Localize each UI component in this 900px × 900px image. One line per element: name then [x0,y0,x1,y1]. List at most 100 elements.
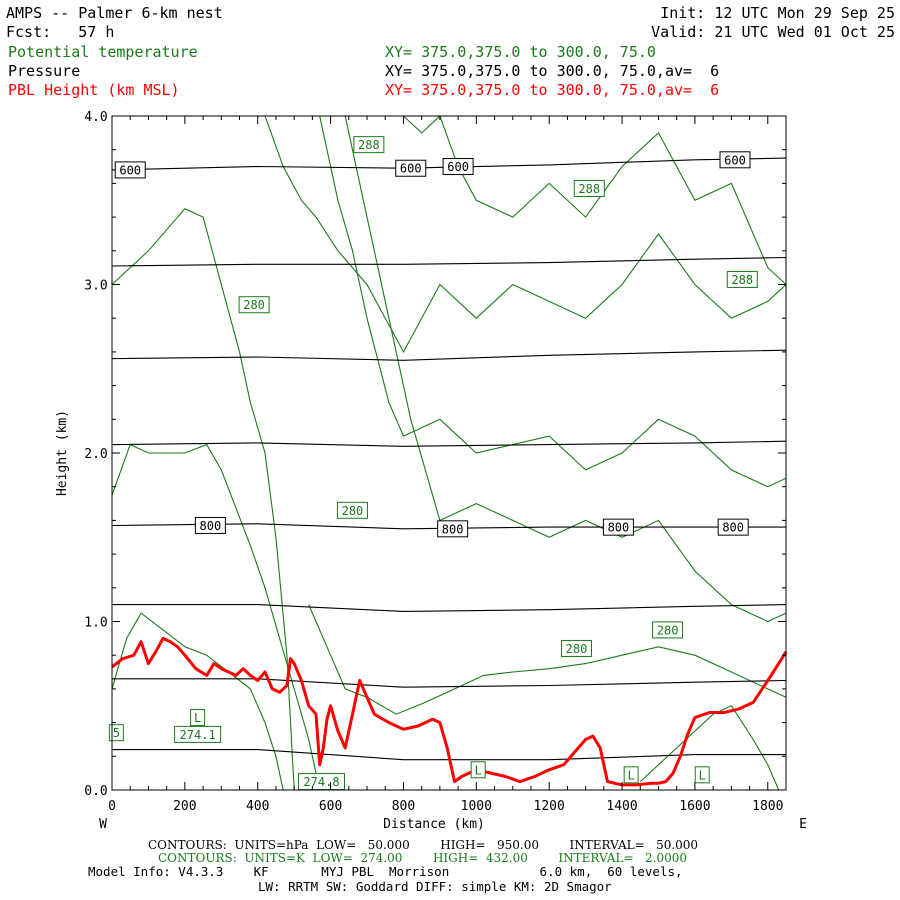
x-tick-label: 0 [108,799,116,814]
theta-label-box [174,725,222,743]
x-left-end-label: W [99,817,107,832]
plot-frame [111,115,787,791]
pressure-label: 600 [447,160,469,174]
theta-label: 280 [243,298,265,312]
y-tick-label: 1.0 [84,616,107,631]
x-tick-label: 1000 [461,799,492,814]
theta-label: L [699,768,706,782]
theta-label-box [623,766,639,784]
theta-label: 274.8 [303,775,339,789]
theta-label-box [190,709,206,727]
pbl-height-line [111,636,788,787]
pressure-label-box [719,151,751,169]
x-axis-label: Distance (km) [383,817,485,832]
forecast-hour: Fcst: 57 h [6,23,115,41]
pressure-label: 600 [400,162,422,176]
theta-label-box [694,766,710,784]
x-tick-label: 1200 [534,799,565,814]
theta-label: 280 [342,504,364,518]
x-tick-label: 1800 [752,799,783,814]
pressure-label: 800 [608,521,630,535]
theta-label-box [238,296,270,314]
pressure-label: 600 [119,163,141,177]
pressure-label-box [442,158,474,176]
x-right-end-label: E [799,817,807,832]
theta-label: 288 [578,182,600,196]
pressure-label-box [114,161,146,179]
theta-label: L [475,763,482,777]
theta-label: 288 [731,273,753,287]
init-time: Init: 12 UTC Mon 29 Sep 25 [660,4,895,22]
footer-model-physics: LW: RRTM SW: Goddard DIFF: simple KM: 2D… [258,879,612,894]
x-tick-label: 1600 [679,799,710,814]
theta-contour-line [264,115,787,354]
pressure-label-box [717,518,749,536]
pressure-label: 800 [442,522,464,536]
field-theta-xy: XY= 375.0,375.0 to 300.0, 75.0 [385,43,656,61]
pressure-contour-line-900 [112,678,787,688]
footer-theta-contours: CONTOURS: UNITS=K LOW= 274.00 HIGH= 432.… [158,851,687,865]
theta-label-box [573,179,605,197]
theta-contour-line [319,115,787,488]
field-theta-label: Potential temperature [8,43,198,61]
theta-label-box [726,270,758,288]
theta-label: 274.1 [180,728,216,742]
field-pbl-xy: XY= 375.0,375.0 to 300.0, 75.0,av= 6 [385,81,720,99]
theta-contour-line [639,705,786,791]
field-pressure-xy: XY= 375.0,375.0 to 300.0, 75.0,av= 6 [385,62,720,80]
axes: 0 200 400 600 800 1000 1200 1400 1600 1800 0.0 1.0 2… [84,110,787,814]
x-tick-label: 400 [246,799,269,814]
pressure-label: 800 [200,519,222,533]
pressure-label-box [395,159,427,177]
x-tick-label: 200 [173,799,196,814]
theta-label: 5 [113,726,120,740]
pressure-label-box [602,518,634,536]
theta-contour-line [403,115,787,285]
pressure-contour-line-800 [111,523,786,530]
theta-label-box [108,724,124,742]
theta-label-box [336,501,368,519]
x-tick-label: 600 [319,799,342,814]
field-pbl-label: PBL Height (km MSL) [8,81,180,99]
theta-label: L [628,768,635,782]
pressure-contour-line-700 [111,349,787,361]
pressure-contour-line-600 [111,157,787,171]
chart-title: AMPS -- Palmer 6-km nest [6,4,223,22]
theta-label: 288 [358,138,380,152]
pbl-height-layer [111,636,788,787]
contour-labels: 600 600 600 600 800 800 800 800 288 288 288 280 280 2… [108,136,758,791]
footer-model-info: Model Info: V4.3.3 KF MYJ PBL Morrison 6… [88,864,683,879]
y-tick-label: 4.0 [84,110,107,125]
y-tick-label: 0.0 [84,784,107,799]
theta-contour-line [111,612,284,791]
pressure-label: 800 [722,521,744,535]
footer-pressure-contours: CONTOURS: UNITS=hPa LOW= 50.000 HIGH= 95… [148,838,699,852]
theta-label: 280 [657,623,679,637]
x-tick-label: 1400 [606,799,637,814]
theta-contour-line [344,115,787,623]
theta-contour-line [111,208,295,791]
pressure-label-box [437,520,469,538]
theta-label-box [353,136,385,154]
theta-contour-line [111,443,324,791]
theta-contours [111,115,787,791]
theta-label-box [561,639,593,657]
pressure-label-box [194,516,226,534]
pressure-contour-line-950 [112,749,786,761]
theta-label: L [194,711,201,725]
valid-time: Valid: 21 UTC Wed 01 Oct 25 [651,23,895,41]
theta-label-box [652,621,684,639]
pressure-contour-line-750 [111,440,787,447]
y-tick-label: 3.0 [84,279,107,294]
pressure-contour-line-850 [112,604,787,612]
theta-label: 280 [566,642,588,656]
theta-label-box [470,761,486,779]
pressure-contours [111,157,787,761]
y-axis-label: Height (km) [55,410,70,496]
field-pressure-label: Pressure [8,62,81,80]
x-tick-label: 800 [392,799,415,814]
y-tick-label: 2.0 [84,447,107,462]
pressure-contour-line-650 [111,256,787,267]
pressure-label: 600 [724,153,746,167]
